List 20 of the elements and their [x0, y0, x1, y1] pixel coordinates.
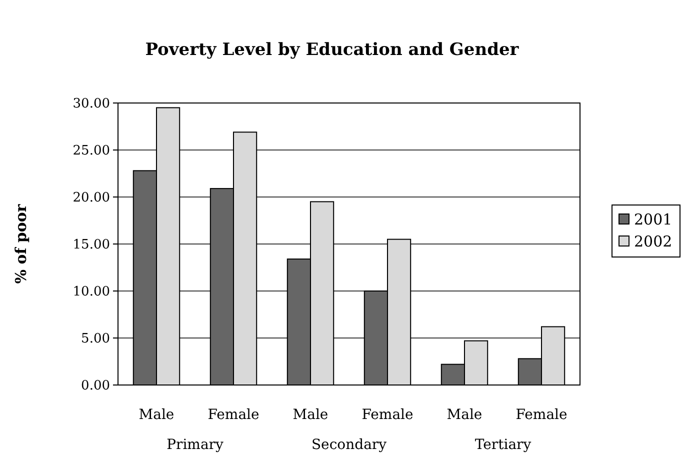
y-tick-label: 10.00: [72, 284, 110, 300]
legend-label: 2002: [634, 232, 672, 250]
text: Primary: [166, 437, 224, 453]
x-tick-label: Female: [516, 407, 568, 423]
legend-label: 2001: [634, 210, 672, 228]
x-tick-label: Female: [362, 407, 414, 423]
y-tick-label: 25.00: [72, 144, 110, 159]
x-tick-label: Female: [208, 407, 260, 423]
y-tick-label: 0.00: [81, 378, 110, 394]
y-tick-label: 5.00: [81, 332, 110, 347]
chart-title: Poverty Level by Education and Gender: [145, 40, 520, 60]
y-tick-label: 30.00: [72, 96, 110, 112]
text: Secondary: [311, 437, 387, 453]
x-tick-label: Male: [446, 407, 482, 423]
text: Tertiary: [474, 437, 532, 453]
y-tick-label: 20.00: [72, 190, 110, 206]
x-tick-label: Male: [138, 407, 174, 423]
y-tick-label: 15.00: [72, 238, 110, 253]
x-tick-label: Male: [292, 407, 328, 423]
y-axis-title: % of poor: [12, 203, 30, 284]
